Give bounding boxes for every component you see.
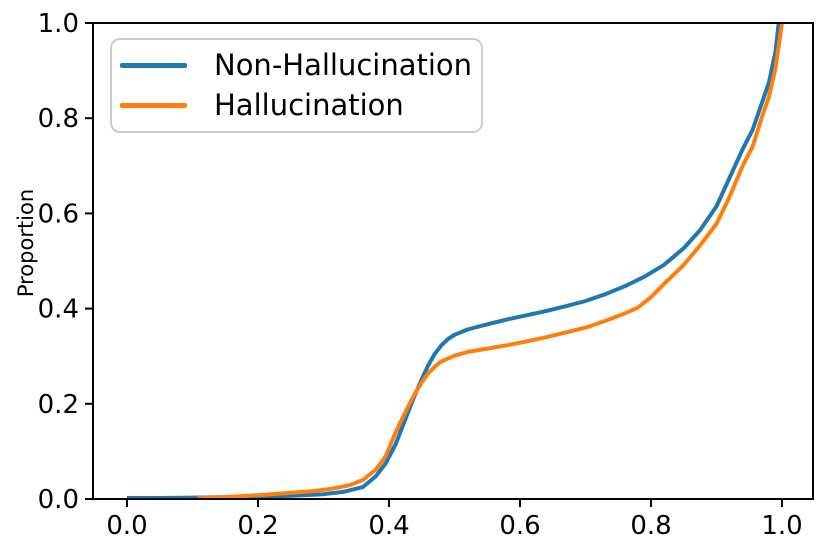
legend-line-swatch-orange (120, 103, 187, 108)
y-tick-label: 0.2 (38, 390, 79, 420)
x-tick-label: 0.2 (237, 511, 278, 541)
ecdf-line-non-hallucination (127, 22, 781, 500)
y-tick-label: 0.6 (38, 199, 79, 229)
y-tick-label: 0.0 (38, 485, 79, 515)
ecdf-line-hallucination (197, 22, 784, 500)
y-tick-label: 0.8 (38, 104, 79, 134)
legend-item-non-hallucination: Non-Hallucination (120, 51, 481, 80)
y-tick-label: 1.0 (38, 9, 79, 39)
legend: Non-Hallucination Hallucination (110, 38, 483, 133)
x-tick-label: 0.6 (499, 511, 540, 541)
legend-label-hallucination: Hallucination (214, 88, 404, 122)
plot-border (92, 22, 814, 500)
y-axis-title: Proportion (14, 188, 38, 298)
x-tick-label: 0.8 (630, 511, 671, 541)
x-tick-label: 1.0 (761, 511, 802, 541)
x-tick-label: 0.0 (106, 511, 147, 541)
legend-line-swatch-blue (120, 63, 187, 68)
x-tick-label: 0.4 (368, 511, 409, 541)
legend-label-non-hallucination: Non-Hallucination (214, 48, 473, 82)
legend-item-hallucination: Hallucination (120, 91, 481, 120)
y-tick-label: 0.4 (38, 295, 79, 325)
